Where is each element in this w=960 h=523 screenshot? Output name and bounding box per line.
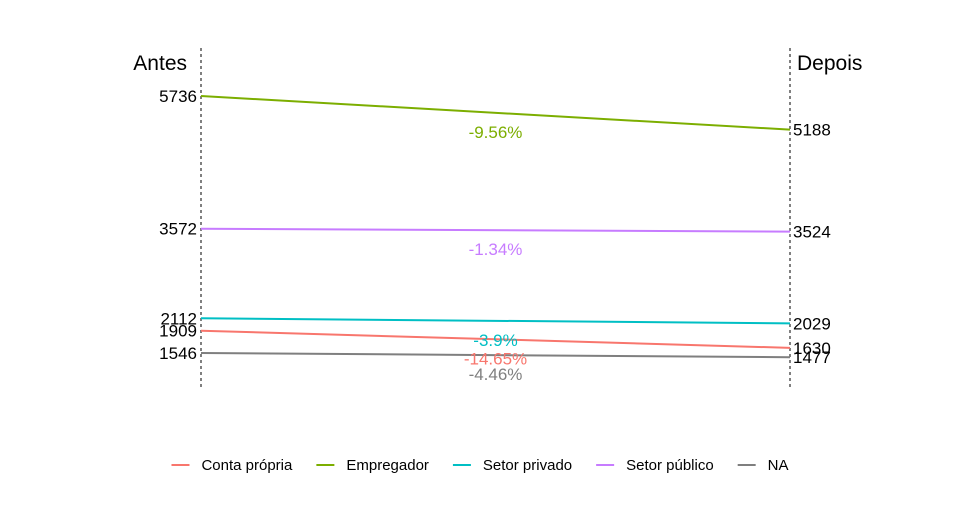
legend-label-empregador: Empregador: [346, 457, 429, 474]
change-labels: -14.65% -9.56% -3.9% -1.34% -4.46%: [464, 123, 527, 384]
legend-label-setor-privado: Setor privado: [483, 457, 572, 474]
change-label-setor-publico: -1.34%: [469, 240, 523, 259]
before-value-na: 1546: [159, 344, 197, 363]
legend-label-conta-propria: Conta própria: [201, 457, 293, 474]
legend-label-na: NA: [768, 457, 789, 474]
after-value-setor-publico: 3524: [793, 223, 831, 242]
left-value-labels: 1909 5736 2112 3572 1546: [159, 87, 197, 363]
change-label-conta-propria: -14.65%: [464, 349, 527, 368]
after-value-setor-privado: 2029: [793, 314, 831, 333]
series-line-setor-publico: [200, 227, 791, 233]
after-value-conta-propria: 1630: [793, 339, 831, 358]
series-line-empregador: [200, 95, 791, 131]
series-lines: [200, 95, 791, 359]
after-value-na: 1477: [793, 348, 831, 367]
legend-label-setor-publico: Setor público: [626, 457, 714, 474]
series-line-setor-privado: [200, 317, 791, 325]
left-axis-title: Antes: [133, 52, 187, 75]
series-line-na: [200, 352, 791, 359]
series-line-conta-propria: [200, 329, 791, 349]
before-value-setor-publico: 3572: [159, 220, 197, 239]
legend: Conta própria Empregador Setor privado Seto…: [171, 457, 789, 474]
right-value-labels: 1630 5188 2029 3524 1477: [793, 121, 831, 368]
before-value-setor-privado: 2112: [160, 309, 197, 328]
change-label-na: -4.46%: [469, 365, 523, 384]
change-label-setor-privado: -3.9%: [473, 331, 517, 350]
before-value-empregador: 5736: [159, 87, 197, 106]
right-axis-title: Depois: [797, 52, 862, 75]
change-label-empregador: -9.56%: [469, 123, 523, 142]
before-value-conta-propria: 1909: [159, 322, 197, 341]
axes: Antes Depois: [133, 48, 862, 390]
after-value-empregador: 5188: [793, 121, 831, 140]
